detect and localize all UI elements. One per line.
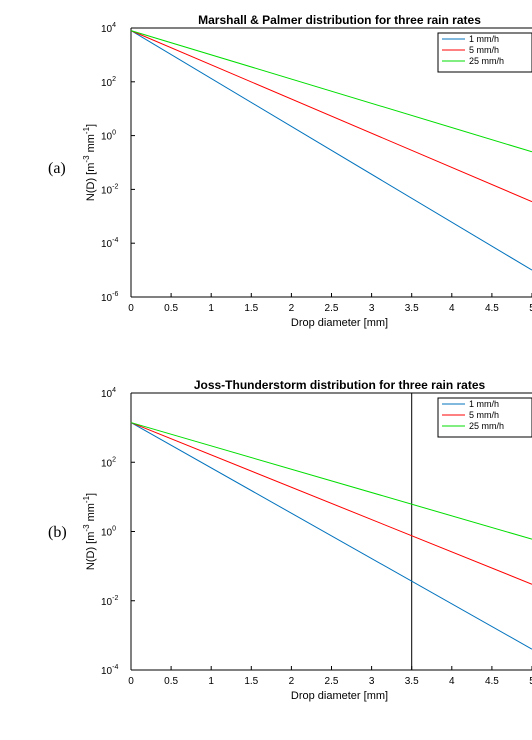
x-tick-label: 4 [449,303,455,314]
legend-label: 5 mm/h [469,45,499,55]
x-tick-label: 1 [208,303,214,314]
chart-title: Marshall & Palmer distribution for three… [198,13,481,27]
legend-label: 25 mm/h [469,56,504,66]
y-tick-label: 102 [101,76,116,89]
x-axis-label: Drop diameter [mm] [291,690,388,702]
x-tick-label: 2.5 [325,303,339,314]
x-tick-label: 4.5 [485,676,499,687]
legend-label: 25 mm/h [469,421,504,431]
x-tick-label: 3 [369,676,375,687]
y-tick-label: 10-4 [101,664,118,677]
x-tick-label: 5 [529,676,532,687]
x-axis-label: Drop diameter [mm] [291,317,388,329]
x-tick-label: 0 [128,303,134,314]
series-line-25-mm-h [130,30,532,153]
x-tick-label: 5 [529,303,532,314]
panel-label-a: (a) [48,160,66,177]
x-tick-label: 2.5 [325,676,339,687]
x-tick-label: 4.5 [485,303,499,314]
panel-label-b: (b) [48,524,67,541]
x-tick-label: 4 [449,676,455,687]
chart-b: Joss-Thunderstorm distribution for three… [82,378,532,702]
y-tick-label: 10-2 [101,595,118,608]
series-line-1-mm-h [130,30,532,271]
y-tick-label: 104 [101,22,116,35]
x-tick-label: 0 [128,676,134,687]
x-tick-label: 3 [369,303,375,314]
y-axis-label: N(D) [m-3 mm-1] [82,124,97,201]
y-axis-label: N(D) [m-3 mm-1] [82,493,97,570]
y-tick-label: 10-2 [101,183,118,196]
x-tick-label: 0.5 [164,303,178,314]
x-tick-label: 1 [208,676,214,687]
legend-label: 1 mm/h [469,399,499,409]
x-tick-label: 3.5 [405,303,419,314]
y-tick-label: 100 [101,526,116,539]
y-tick-label: 102 [101,456,116,469]
x-tick-label: 2 [289,676,295,687]
x-tick-label: 1.5 [244,303,258,314]
legend: 1 mm/h5 mm/h25 mm/h [437,397,532,438]
y-tick-label: 100 [101,130,116,143]
series-line-1-mm-h [130,422,532,650]
x-tick-label: 1.5 [244,676,258,687]
y-tick-label: 104 [101,387,116,400]
chart-a: Marshall & Palmer distribution for three… [82,13,532,329]
chart-title: Joss-Thunderstorm distribution for three… [194,378,486,392]
x-tick-label: 3.5 [405,676,419,687]
x-tick-label: 2 [289,303,295,314]
x-tick-label: 0.5 [164,676,178,687]
legend-label: 1 mm/h [469,34,499,44]
series-line-5-mm-h [130,30,532,203]
legend: 1 mm/h5 mm/h25 mm/h [437,32,532,73]
legend-label: 5 mm/h [469,410,499,420]
series-line-25-mm-h [130,422,532,540]
y-tick-label: 10-4 [101,237,118,250]
series-line-5-mm-h [130,422,532,585]
y-tick-label: 10-6 [101,291,118,304]
